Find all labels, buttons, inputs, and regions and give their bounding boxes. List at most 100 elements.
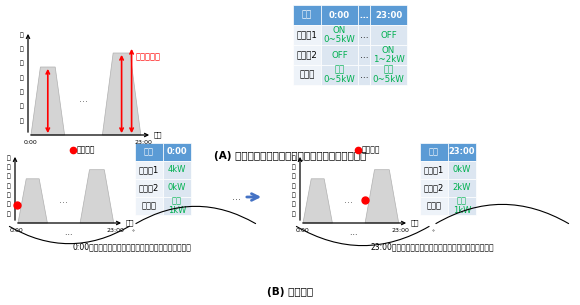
Bar [448, 197, 476, 215]
Text: 量: 量 [7, 211, 11, 217]
Bar [135, 197, 163, 215]
Text: 発電機2: 発電機2 [296, 51, 317, 59]
Text: 23:00: 23:00 [449, 148, 475, 156]
Text: 量: 量 [20, 118, 24, 124]
Polygon shape [80, 170, 114, 223]
Text: 味: 味 [292, 164, 296, 170]
Text: OFF: OFF [380, 30, 397, 40]
Text: OFF: OFF [331, 51, 348, 59]
Bar [420, 197, 448, 215]
Bar [448, 143, 476, 161]
Text: 時刻: 時刻 [411, 220, 419, 226]
Text: 放電
0~5kW: 放電 0~5kW [372, 66, 404, 84]
Text: 23:00: 23:00 [134, 140, 152, 145]
Text: 4kW: 4kW [168, 166, 186, 174]
Bar [358, 25, 370, 45]
Bar [370, 65, 407, 85]
Polygon shape [365, 170, 398, 223]
Bar [293, 65, 321, 85]
Bar [293, 45, 321, 65]
Text: (B) 当日運用: (B) 当日運用 [267, 287, 313, 297]
Text: …: … [360, 70, 368, 80]
Bar [135, 161, 163, 179]
Text: 電: 電 [292, 174, 296, 179]
Bar [321, 65, 358, 85]
Bar [163, 197, 191, 215]
Text: 正: 正 [292, 155, 296, 161]
Text: 発電機1: 発電機1 [139, 166, 159, 174]
Text: 時刻: 時刻 [144, 148, 154, 156]
Bar [448, 179, 476, 197]
Text: 蓄電池: 蓄電池 [299, 70, 315, 80]
Bar [358, 65, 370, 85]
Bar [163, 143, 191, 161]
Text: …: … [360, 30, 368, 40]
Text: (A) 正味電力需要予測及び提案手法による前日計画: (A) 正味電力需要予測及び提案手法による前日計画 [214, 151, 366, 161]
Polygon shape [18, 179, 48, 223]
Polygon shape [303, 179, 332, 223]
Text: 時刻: 時刻 [154, 132, 162, 138]
Bar [163, 179, 191, 197]
Text: 電: 電 [7, 174, 11, 179]
Text: 23:00: 23:00 [106, 228, 124, 233]
Text: …: … [231, 192, 241, 202]
Text: 0:00: 0:00 [10, 228, 24, 233]
Text: 量: 量 [292, 211, 296, 217]
Text: 0kW: 0kW [168, 184, 186, 192]
Bar [293, 5, 321, 25]
Text: …: … [344, 196, 353, 205]
Text: 0kW: 0kW [453, 166, 471, 174]
Text: 23:00: 23:00 [375, 10, 402, 20]
Text: 発電機2: 発電機2 [139, 184, 159, 192]
Text: 蓄電池: 蓄電池 [426, 202, 441, 210]
Bar [321, 25, 358, 45]
Text: 需: 需 [7, 192, 11, 198]
Text: 正: 正 [7, 155, 11, 161]
Text: …: … [349, 228, 356, 237]
Text: 充電
1kW: 充電 1kW [168, 197, 186, 215]
Text: 発電機2: 発電機2 [424, 184, 444, 192]
Bar [448, 161, 476, 179]
Text: 放電
1kW: 放電 1kW [453, 197, 471, 215]
Bar [358, 5, 370, 25]
Text: ：実測値: ：実測値 [362, 145, 380, 155]
Text: …: … [360, 10, 368, 20]
Text: 23:00における正味電力需要の実測及び蓄発電量の決定: 23:00における正味電力需要の実測及び蓄発電量の決定 [370, 242, 494, 251]
Text: 充電
0~5kW: 充電 0~5kW [324, 66, 356, 84]
Text: …: … [64, 228, 71, 237]
Text: 要: 要 [7, 202, 11, 207]
Text: 電: 電 [20, 61, 24, 66]
Text: ON
1~2kW: ON 1~2kW [372, 46, 404, 64]
Text: …: … [360, 51, 368, 59]
Text: 発電機1: 発電機1 [296, 30, 317, 40]
Text: ON
0~5kW: ON 0~5kW [324, 26, 356, 44]
Text: 0:00: 0:00 [295, 228, 309, 233]
Text: 蓄電池: 蓄電池 [142, 202, 157, 210]
Bar [135, 179, 163, 197]
Text: 需: 需 [20, 89, 24, 95]
Text: 要: 要 [20, 104, 24, 109]
Text: 味: 味 [20, 46, 24, 52]
Text: 2kW: 2kW [453, 184, 471, 192]
Text: …: … [84, 140, 92, 149]
Bar [293, 25, 321, 45]
Text: 23:00: 23:00 [391, 228, 409, 233]
Text: 力: 力 [7, 183, 11, 189]
Bar [370, 5, 407, 25]
Bar [321, 45, 358, 65]
Text: 時刻: 時刻 [429, 148, 439, 156]
Bar [135, 143, 163, 161]
Bar [163, 161, 191, 179]
Text: 0:00: 0:00 [166, 148, 187, 156]
Bar [321, 5, 358, 25]
Text: 需: 需 [292, 192, 296, 198]
Bar [420, 143, 448, 161]
Bar [370, 25, 407, 45]
Text: ：予測区間: ：予測区間 [136, 52, 161, 61]
Bar [420, 161, 448, 179]
Text: 0:00: 0:00 [329, 10, 350, 20]
Text: 発電機1: 発電機1 [424, 166, 444, 174]
Bar [358, 45, 370, 65]
Text: …: … [79, 95, 88, 105]
Text: 正: 正 [20, 32, 24, 38]
